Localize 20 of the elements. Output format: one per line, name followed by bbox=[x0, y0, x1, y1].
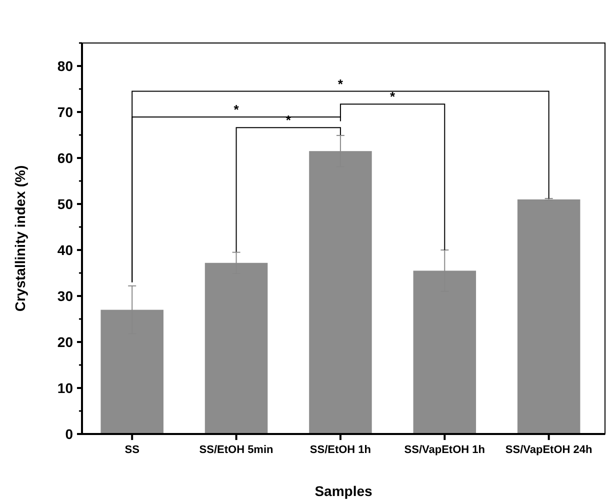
y-tick-label: 70 bbox=[57, 104, 74, 120]
annotation: * bbox=[234, 102, 240, 118]
y-axis-title: Crystallinity index (%) bbox=[12, 165, 28, 312]
x-axis-title: Samples bbox=[314, 483, 373, 499]
y-tick-label: 40 bbox=[57, 242, 74, 258]
y-tick-label: 60 bbox=[57, 150, 74, 166]
y-tick-label: 30 bbox=[57, 288, 74, 304]
x-tick-label: SS/EtOH 1h bbox=[310, 444, 372, 456]
x-tick-label: SS/VapEtOH 24h bbox=[505, 444, 593, 456]
y-tick-label: 20 bbox=[57, 334, 74, 350]
x-tick-label: SS bbox=[124, 444, 140, 456]
y-tick-label: 10 bbox=[57, 380, 74, 396]
x-tick-label: SS/EtOH 5min bbox=[199, 444, 274, 456]
y-tick-label: 50 bbox=[57, 196, 74, 212]
y-tick-label: 0 bbox=[65, 426, 74, 442]
annotation: * bbox=[338, 76, 344, 92]
y-tick-label: 80 bbox=[57, 58, 74, 74]
bar bbox=[517, 199, 580, 434]
x-tick-label: SS/VapEtOH 1h bbox=[404, 444, 486, 456]
annotation: * bbox=[390, 89, 396, 104]
